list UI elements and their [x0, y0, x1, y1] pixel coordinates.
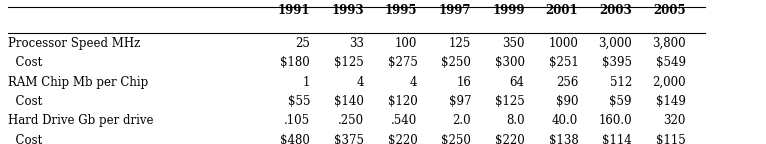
- Text: $480: $480: [280, 134, 310, 144]
- Text: 100: 100: [395, 37, 417, 50]
- Text: 40.0: 40.0: [552, 114, 578, 127]
- Text: $250: $250: [441, 134, 471, 144]
- Text: 2001: 2001: [545, 4, 578, 17]
- Text: 1991: 1991: [278, 4, 310, 17]
- Text: $125: $125: [334, 56, 364, 69]
- Text: 1995: 1995: [385, 4, 417, 17]
- Text: $220: $220: [388, 134, 417, 144]
- Text: 1997: 1997: [439, 4, 471, 17]
- Text: $375: $375: [334, 134, 364, 144]
- Text: 1: 1: [303, 76, 310, 89]
- Text: 8.0: 8.0: [506, 114, 525, 127]
- Text: $114: $114: [602, 134, 632, 144]
- Text: $395: $395: [602, 56, 632, 69]
- Text: 1999: 1999: [493, 4, 525, 17]
- Text: $59: $59: [610, 95, 632, 108]
- Text: 320: 320: [663, 114, 686, 127]
- Text: $140: $140: [334, 95, 364, 108]
- Text: 25: 25: [296, 37, 310, 50]
- Text: $251: $251: [548, 56, 578, 69]
- Text: 2005: 2005: [653, 4, 686, 17]
- Text: 16: 16: [457, 76, 471, 89]
- Text: 33: 33: [349, 37, 364, 50]
- Text: $149: $149: [656, 95, 686, 108]
- Text: 512: 512: [610, 76, 632, 89]
- Text: Processor Speed MHz: Processor Speed MHz: [8, 37, 140, 50]
- Text: $90: $90: [556, 95, 578, 108]
- Text: 4: 4: [410, 76, 417, 89]
- Text: $250: $250: [441, 56, 471, 69]
- Text: 3,000: 3,000: [598, 37, 632, 50]
- Text: $275: $275: [388, 56, 417, 69]
- Text: 160.0: 160.0: [598, 114, 632, 127]
- Text: .250: .250: [338, 114, 364, 127]
- Text: 2.0: 2.0: [453, 114, 471, 127]
- Text: 3,800: 3,800: [652, 37, 686, 50]
- Text: $55: $55: [288, 95, 310, 108]
- Text: 4: 4: [356, 76, 364, 89]
- Text: Cost: Cost: [8, 134, 42, 144]
- Text: 125: 125: [449, 37, 471, 50]
- Text: $220: $220: [495, 134, 525, 144]
- Text: Cost: Cost: [8, 95, 42, 108]
- Text: Cost: Cost: [8, 56, 42, 69]
- Text: 2,000: 2,000: [652, 76, 686, 89]
- Text: $97: $97: [449, 95, 471, 108]
- Text: $300: $300: [495, 56, 525, 69]
- Text: 2003: 2003: [599, 4, 632, 17]
- Text: $120: $120: [388, 95, 417, 108]
- Text: 64: 64: [509, 76, 525, 89]
- Text: $549: $549: [656, 56, 686, 69]
- Text: Hard Drive Gb per drive: Hard Drive Gb per drive: [8, 114, 153, 127]
- Text: 256: 256: [556, 76, 578, 89]
- Text: .105: .105: [284, 114, 310, 127]
- Text: RAM Chip Mb per Chip: RAM Chip Mb per Chip: [8, 76, 148, 89]
- Text: 350: 350: [502, 37, 525, 50]
- Text: $180: $180: [280, 56, 310, 69]
- Text: 1000: 1000: [548, 37, 578, 50]
- Text: .540: .540: [391, 114, 417, 127]
- Text: $115: $115: [656, 134, 686, 144]
- Text: $138: $138: [548, 134, 578, 144]
- Text: $125: $125: [495, 95, 525, 108]
- Text: 1993: 1993: [331, 4, 364, 17]
